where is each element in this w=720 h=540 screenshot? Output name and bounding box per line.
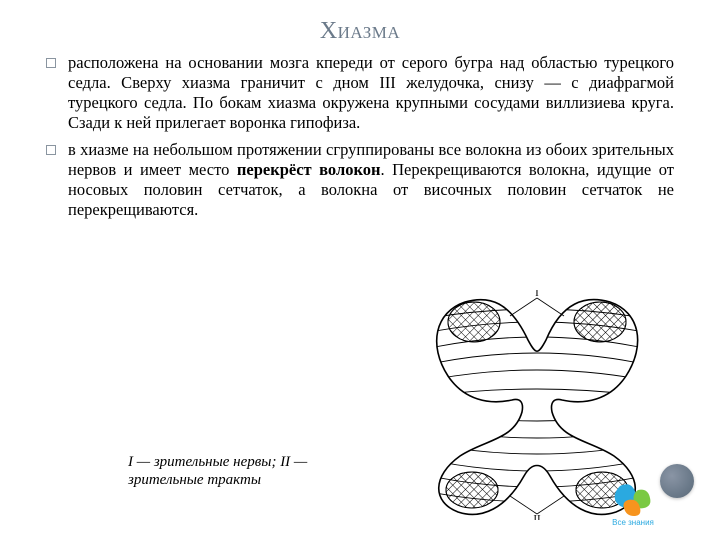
paragraph-2-bold: перекрёст волокон — [237, 160, 381, 179]
footer-logo: Все знания — [602, 482, 664, 526]
paragraph-2: в хиазме на небольшом протяжении сгруппи… — [46, 140, 674, 221]
slide-title: Хиазма — [46, 18, 674, 45]
paragraph-1-text: расположена на основании мозга кпереди о… — [68, 53, 674, 132]
body-list: расположена на основании мозга кпереди о… — [46, 53, 674, 220]
figure-label-top: I — [535, 290, 539, 299]
figure-label-bottom: II — [533, 513, 541, 520]
logo-text: Все знания — [612, 518, 654, 526]
figure-caption: I — зрительные нервы; II — зрительные тр… — [128, 453, 358, 491]
corner-dot-icon — [660, 464, 694, 498]
slide: Хиазма расположена на основании мозга кп… — [0, 0, 720, 540]
paragraph-1: расположена на основании мозга кпереди о… — [46, 53, 674, 134]
